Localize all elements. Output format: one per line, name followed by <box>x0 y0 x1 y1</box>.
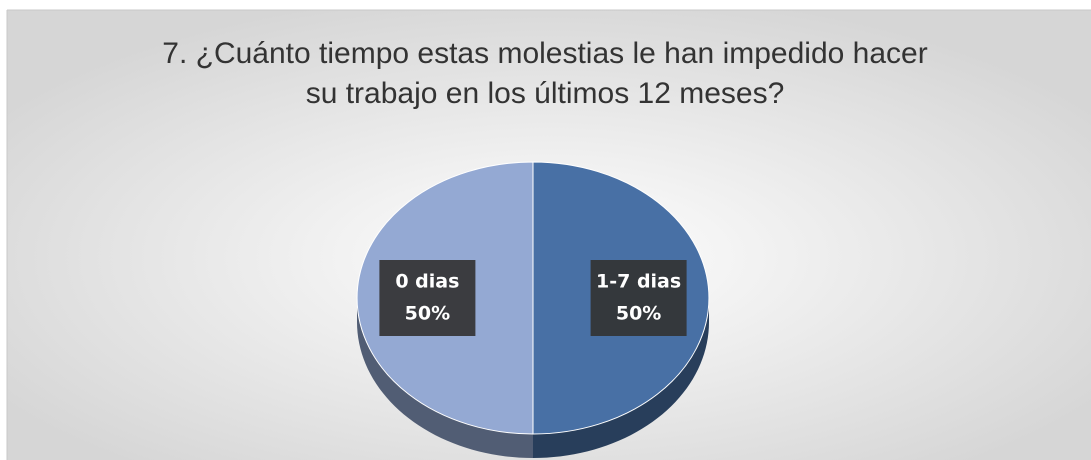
data-label-value: 50% <box>405 303 450 325</box>
slice-side <box>357 298 533 458</box>
data-label-box <box>590 260 687 336</box>
data-label-name: 1-7 dias <box>596 271 681 293</box>
data-label-value: 50% <box>616 303 661 325</box>
slice-side <box>533 298 709 458</box>
chart-title: 7. ¿Cuánto tiempo estas molestias le han… <box>162 37 928 110</box>
data-label-box <box>379 260 476 336</box>
data-label-name: 0 dias <box>395 271 459 293</box>
